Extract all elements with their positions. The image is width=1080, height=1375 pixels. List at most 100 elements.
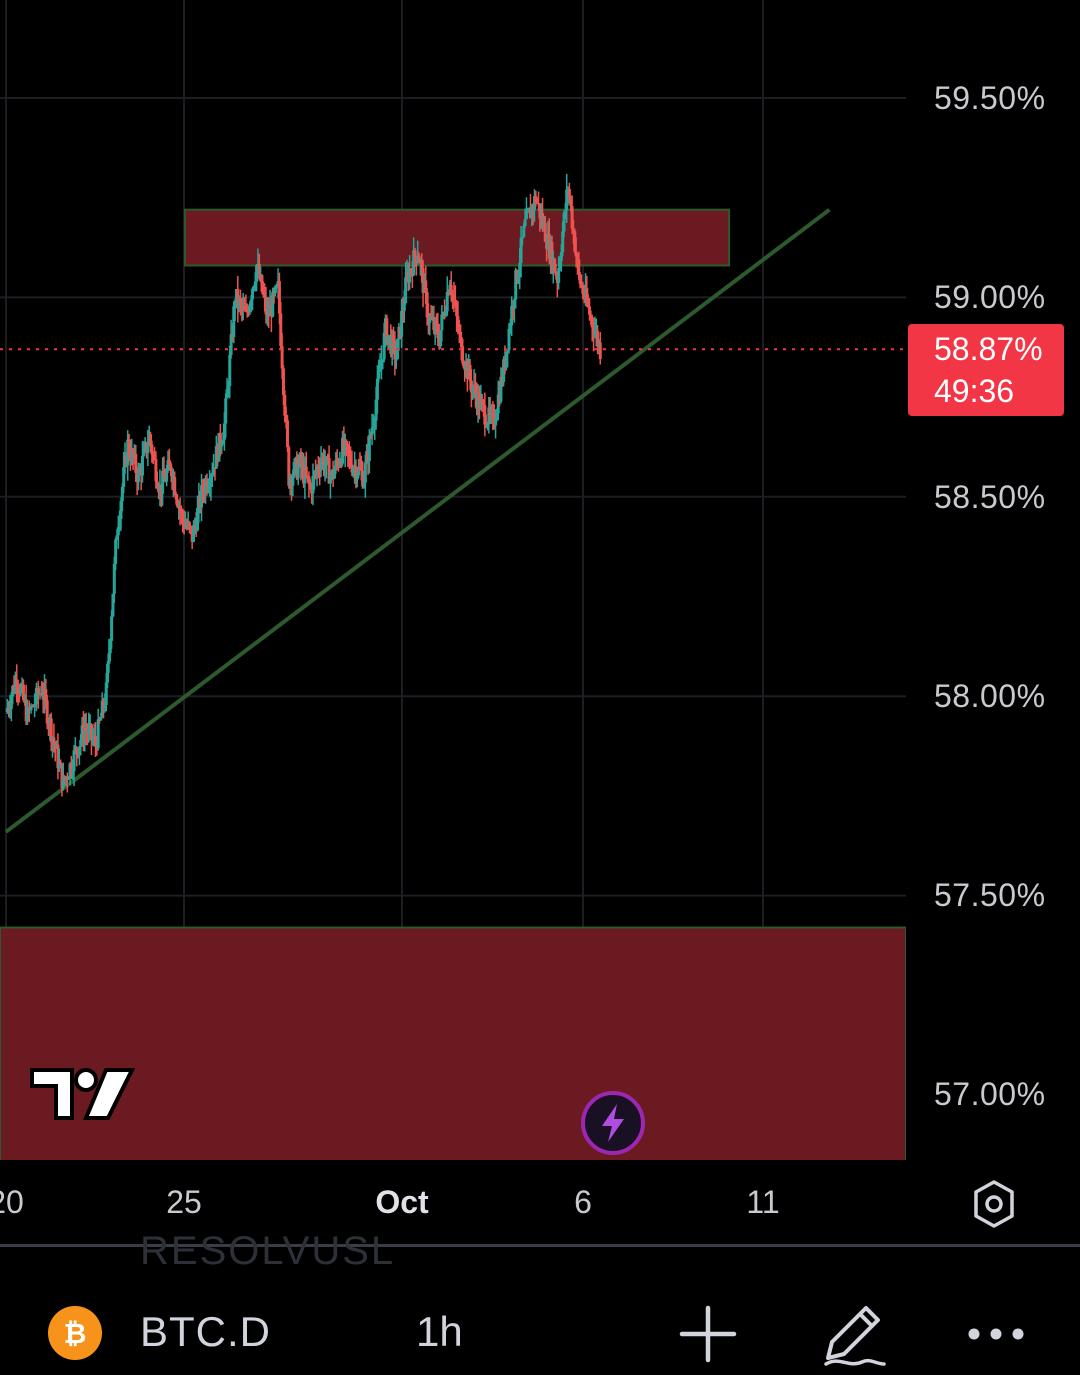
candle-body — [316, 467, 320, 470]
chart-pane[interactable] — [0, 0, 906, 1160]
candle-body — [562, 212, 566, 232]
candle-body — [228, 355, 232, 387]
candle-body — [221, 439, 225, 445]
symbol-button[interactable]: BTC.D — [140, 1308, 271, 1355]
candle-body — [29, 705, 33, 711]
candle-body — [473, 384, 477, 395]
candle-body — [519, 237, 523, 263]
tradingview-logo — [30, 1068, 136, 1120]
candle-body — [118, 519, 122, 528]
candle-body — [174, 494, 178, 500]
candle-body — [588, 306, 592, 315]
candle-body — [115, 535, 119, 540]
candle-body — [77, 746, 81, 756]
interval-button[interactable]: 1h — [416, 1308, 463, 1355]
candle-body — [327, 458, 331, 484]
candle-body — [543, 222, 547, 242]
candle-body — [311, 475, 315, 494]
candle-body — [499, 376, 503, 402]
plus-icon[interactable] — [668, 1294, 748, 1374]
candle-body — [409, 269, 413, 271]
candle-body — [439, 330, 443, 347]
candle-body — [65, 777, 69, 780]
bar-countdown: 49:36 — [934, 373, 1015, 409]
candle-body — [502, 359, 506, 382]
candle-body — [255, 265, 259, 282]
lightning-icon[interactable] — [580, 1090, 646, 1156]
price-tick: 57.50% — [934, 877, 1046, 913]
svg-text:₿: ₿ — [64, 1318, 87, 1349]
candle-body — [69, 763, 73, 773]
axis-settings-icon[interactable] — [970, 1178, 1018, 1230]
candle-body — [107, 653, 111, 664]
candle-body — [408, 269, 412, 283]
candle-body — [357, 467, 361, 476]
candle-body — [332, 470, 336, 479]
candle-body — [530, 206, 534, 219]
pencil-icon[interactable] — [814, 1294, 894, 1374]
candle-body — [200, 485, 204, 508]
candle-body — [378, 368, 382, 372]
bitcoin-icon[interactable]: ₿ — [48, 1306, 102, 1360]
candle-body — [281, 368, 285, 396]
candle-body — [355, 475, 359, 480]
candle-body — [367, 435, 371, 461]
candle-body — [573, 231, 577, 252]
candle-body — [248, 304, 252, 313]
candle-body — [479, 399, 483, 410]
candle-body — [167, 460, 171, 464]
candle-body — [575, 256, 579, 260]
price-axis[interactable]: 59.50% 59.00% 58.50% 58.00% 57.50% 57.00… — [906, 0, 1080, 1160]
candle-body — [569, 197, 573, 206]
candle-body — [455, 303, 459, 317]
candle-body — [91, 738, 95, 741]
candle-body — [304, 466, 308, 476]
candle-body — [233, 303, 237, 307]
more-dots-icon[interactable] — [956, 1294, 1036, 1374]
candle-body — [491, 412, 495, 415]
candle-body — [112, 563, 116, 595]
candle-body — [585, 288, 589, 303]
candle-body — [210, 474, 214, 477]
candle-body — [559, 252, 563, 262]
candle-body — [261, 291, 265, 295]
candle-body — [488, 407, 492, 416]
candle-body — [534, 196, 538, 203]
candle-body — [579, 283, 583, 286]
candle-body — [87, 727, 91, 735]
candle-body — [122, 467, 126, 488]
candle-body — [425, 291, 429, 318]
time-axis[interactable]: 20 25 Oct 6 11 — [0, 1160, 1080, 1244]
candle-body — [127, 439, 131, 455]
candle-body — [162, 471, 166, 479]
candle-body — [83, 728, 87, 741]
candle-body — [229, 334, 233, 356]
candle-body — [59, 762, 63, 765]
candle-body — [434, 320, 438, 326]
candle-body — [561, 231, 565, 253]
candle-body — [153, 454, 157, 460]
candle-body — [249, 299, 253, 305]
candle-body — [461, 360, 465, 366]
candle-body — [60, 764, 64, 788]
candle-body — [358, 467, 362, 469]
candle-body — [299, 454, 303, 468]
candle-body — [178, 505, 182, 512]
candle-body — [257, 263, 261, 279]
candle-body — [38, 692, 42, 696]
candle-body — [518, 262, 522, 274]
candle-body — [483, 405, 487, 425]
candle-body — [238, 298, 242, 303]
price-chart[interactable] — [0, 0, 906, 1160]
candle-body — [206, 486, 210, 490]
candle-body — [589, 314, 593, 318]
candle-body — [136, 471, 140, 482]
candle-body — [110, 616, 114, 641]
candle-body — [308, 483, 312, 488]
candle-body — [31, 705, 35, 708]
candle-body — [251, 288, 255, 300]
candle-body — [440, 314, 444, 331]
time-tick-20: 20 — [0, 1184, 24, 1220]
candle-body — [567, 188, 571, 198]
candle-body — [363, 462, 367, 483]
